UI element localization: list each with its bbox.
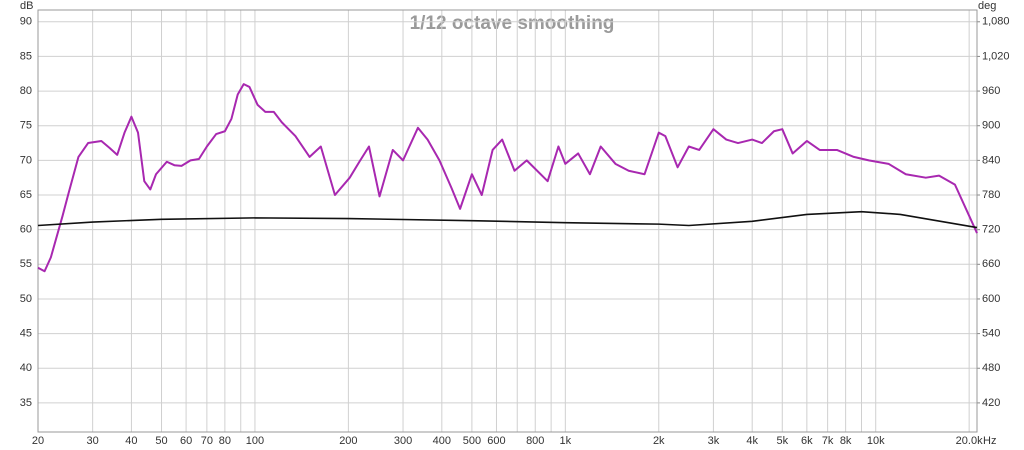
x-tick-label: 800 <box>526 435 544 447</box>
y-tick-label: 80 <box>20 85 32 97</box>
y-tick-label: 35 <box>20 397 32 409</box>
x-tick-label: 400 <box>433 435 451 447</box>
y-tick-label: 45 <box>20 328 32 340</box>
x-tick-label: 5k <box>776 435 788 447</box>
x-tick-label: 3k <box>708 435 720 447</box>
y-tick-label: 70 <box>20 154 32 166</box>
x-tick-label: 10k <box>867 435 885 447</box>
x-tick-label: 40 <box>125 435 137 447</box>
y-tick-label: 60 <box>20 224 32 236</box>
y-axis-unit: dB <box>20 0 33 12</box>
x-tick-label: 200 <box>339 435 357 447</box>
series-line <box>37 210 978 229</box>
plot-border <box>37 9 978 433</box>
x-tick-label: 300 <box>394 435 412 447</box>
y2-tick-label: 420 <box>982 397 1000 409</box>
y-tick-label: 85 <box>20 50 32 62</box>
x-tick-label: 50 <box>155 435 167 447</box>
y-tick-label: 75 <box>20 120 32 132</box>
y2-tick-label: 900 <box>982 120 1000 132</box>
y2-tick-label: 960 <box>982 85 1000 97</box>
y2-tick-label: 540 <box>982 328 1000 340</box>
x-tick-label: 20.0k <box>956 435 983 447</box>
y-tick-label: 90 <box>20 16 32 28</box>
x-tick-label: 1k <box>560 435 572 447</box>
y2-tick-label: 840 <box>982 154 1000 166</box>
series-line <box>37 83 978 273</box>
x-tick-label: 4k <box>746 435 758 447</box>
y-tick-label: 40 <box>20 362 32 374</box>
y2-tick-label: 660 <box>982 258 1000 270</box>
x-tick-label: 20 <box>32 435 44 447</box>
x-tick-label: 100 <box>246 435 264 447</box>
x-tick-label: 7k <box>822 435 834 447</box>
y2-tick-label: 1,020 <box>982 50 1010 62</box>
x-tick-label: 30 <box>87 435 99 447</box>
y-tick-label: 50 <box>20 293 32 305</box>
y-tick-label: 55 <box>20 258 32 270</box>
y2-tick-label: 600 <box>982 293 1000 305</box>
y-tick-label: 65 <box>20 189 32 201</box>
x-tick-label: 60 <box>180 435 192 447</box>
y2-tick-label: 720 <box>982 224 1000 236</box>
x-tick-label: 2k <box>653 435 665 447</box>
chart-title: 1/12 octave smoothing <box>410 13 615 34</box>
y2-axis-unit: deg <box>978 0 996 12</box>
y2-tick-label: 1,080 <box>982 16 1010 28</box>
y2-tick-label: 780 <box>982 189 1000 201</box>
x-tick-label: 600 <box>487 435 505 447</box>
x-tick-label: 80 <box>219 435 231 447</box>
y2-tick-label: 480 <box>982 362 1000 374</box>
x-tick-label: 500 <box>463 435 481 447</box>
x-axis-unit: Hz <box>983 435 996 447</box>
x-tick-label: 6k <box>801 435 813 447</box>
x-tick-label: 70 <box>201 435 213 447</box>
x-tick-label: 8k <box>840 435 852 447</box>
